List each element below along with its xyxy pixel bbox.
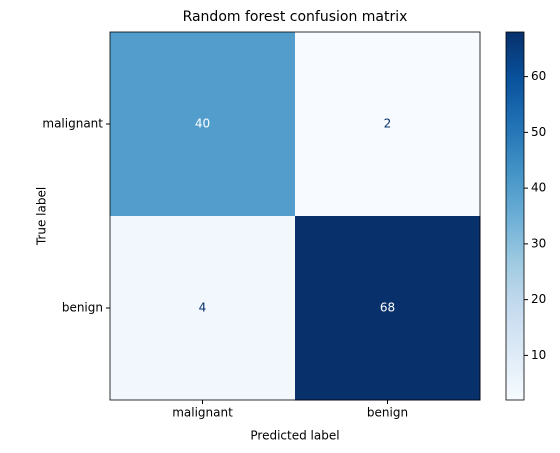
cell (110, 32, 296, 217)
x-tick-label: benign (367, 406, 408, 420)
plot-frame (109, 31, 481, 401)
cell-label: 4 (199, 301, 207, 315)
cell (295, 32, 481, 217)
cell (295, 216, 481, 401)
y-tick-label: benign (62, 301, 103, 315)
colorbar (506, 32, 524, 400)
colorbar-tick-label: 40 (531, 181, 546, 195)
cell-label: 40 (195, 117, 210, 131)
y-axis-label: True label (35, 187, 49, 246)
cell (110, 216, 296, 401)
x-tick-label: malignant (172, 406, 233, 420)
colorbar-frame (505, 31, 525, 401)
colorbar-tick-label: 60 (531, 69, 546, 83)
colorbar-tick-label: 20 (531, 292, 546, 306)
y-tick-label: malignant (42, 117, 103, 131)
colorbar-tick-label: 30 (531, 236, 546, 250)
colorbar-tick-label: 50 (531, 125, 546, 139)
chart-title: Random forest confusion matrix (183, 9, 408, 25)
cell-label: 68 (380, 301, 395, 315)
colorbar-tick-label: 10 (531, 348, 546, 362)
cell-label: 2 (384, 117, 392, 131)
x-axis-label: Predicted label (250, 429, 339, 443)
